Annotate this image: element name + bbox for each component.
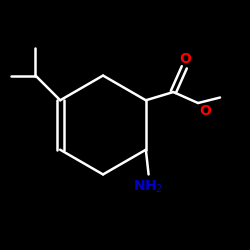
Text: O: O: [180, 52, 192, 66]
Text: O: O: [200, 104, 211, 118]
Text: NH$_2$: NH$_2$: [134, 178, 164, 195]
